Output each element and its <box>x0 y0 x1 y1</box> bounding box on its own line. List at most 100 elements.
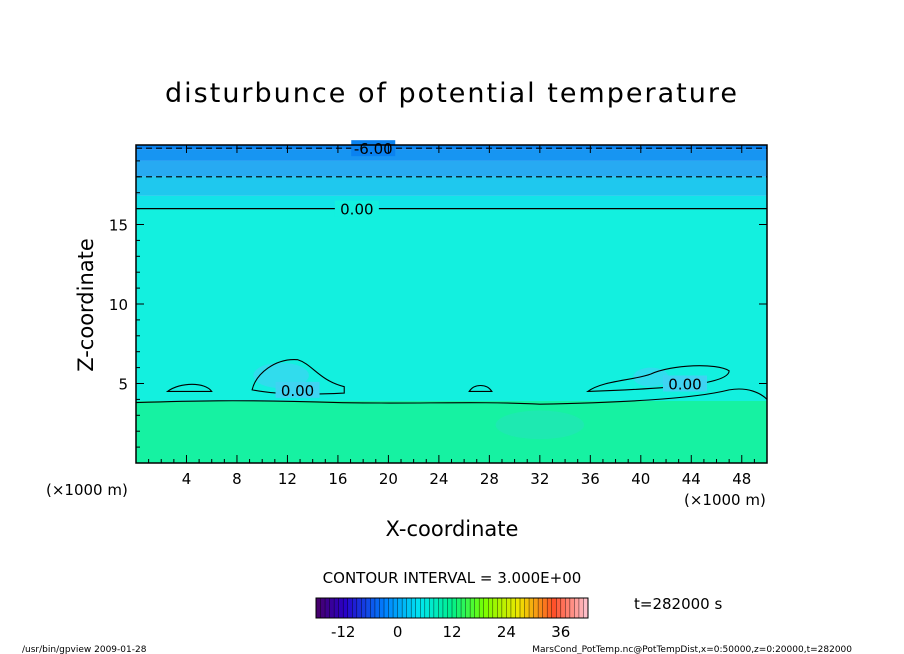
contour-label: 0.00 <box>281 382 314 400</box>
colorbar-cell <box>356 598 362 618</box>
axis-ticks <box>136 145 767 463</box>
colorbar-cell <box>429 598 435 618</box>
colorbar-cell <box>470 598 475 618</box>
colorbar-cell <box>583 598 589 618</box>
field-band <box>136 195 767 209</box>
field-band <box>136 160 767 177</box>
contour-line <box>165 383 213 392</box>
colorbar-cell <box>465 598 471 618</box>
x-tick-label: 20 <box>379 470 398 488</box>
x-tick-label: 12 <box>278 470 297 488</box>
colorbar-tick-label: 36 <box>551 623 570 641</box>
colorbar-cell <box>433 598 439 618</box>
colorbar-cell <box>501 598 507 618</box>
colorbar-cell <box>411 598 417 618</box>
colorbar-cell <box>442 598 448 618</box>
colorbar <box>316 598 589 618</box>
field-band <box>136 208 767 401</box>
x-tick-label: 40 <box>631 470 650 488</box>
colorbar-cell <box>497 598 503 618</box>
x-tick-label: 16 <box>328 470 347 488</box>
field-band <box>136 149 767 161</box>
colorbar-cell <box>329 598 335 618</box>
colorbar-cell <box>479 598 485 618</box>
y-tick-labels: 5 10 15 <box>109 217 128 394</box>
colorbar-ticks: -12 0 12 24 36 <box>331 623 570 641</box>
colorbar-cell <box>520 598 525 618</box>
contour-label: 0.00 <box>340 201 373 219</box>
colorbar-cell <box>384 598 389 618</box>
contour-label-bg <box>275 381 320 398</box>
colorbar-cell <box>474 598 480 618</box>
colorbar-cell <box>334 598 339 618</box>
colorbar-cell <box>492 598 498 618</box>
contour-label-bg <box>334 200 379 217</box>
x-tick-label: 36 <box>581 470 600 488</box>
colorbar-cell <box>542 598 548 618</box>
y-tick-label: 15 <box>109 217 128 235</box>
contour-label-bg <box>351 140 396 157</box>
colorbar-cell <box>320 598 326 618</box>
colorbar-cell <box>510 598 516 618</box>
colorbar-cell <box>456 598 462 618</box>
y-tick-label: 10 <box>109 296 128 314</box>
colorbar-tick-label: 12 <box>442 623 461 641</box>
colorbar-cell <box>393 598 398 618</box>
colorbar-cell <box>538 598 543 618</box>
colorbar-frame <box>315 597 589 619</box>
colorbar-cell <box>560 598 566 618</box>
contour-interval-label: CONTOUR INTERVAL = 3.000E+00 <box>323 569 582 587</box>
colorbar-cell <box>420 598 426 618</box>
colorbar-cell <box>388 598 394 618</box>
colorbar-cell <box>402 598 407 618</box>
colorbar-cell <box>379 598 385 618</box>
colorbar-cell <box>556 598 562 618</box>
colorbar-cell <box>529 598 534 618</box>
colorbar-cell <box>415 598 421 618</box>
colorbar-cell <box>406 598 412 618</box>
colorbar-cell <box>524 598 530 618</box>
field-band <box>136 176 767 196</box>
colorbar-cell <box>374 598 380 618</box>
contour-label-bg <box>662 375 707 392</box>
colorbar-cell <box>551 598 557 618</box>
plot-area <box>136 145 767 463</box>
colorbar-cell <box>515 598 521 618</box>
colorbar-cell <box>578 598 584 618</box>
colorbar-cell <box>461 598 466 618</box>
x-tick-label: 8 <box>232 470 242 488</box>
contour-label: -6.00 <box>354 140 393 158</box>
contour-line <box>135 388 768 405</box>
x-tick-label: 48 <box>732 470 751 488</box>
colorbar-cell <box>343 598 349 618</box>
contour-line <box>468 384 493 392</box>
cloud-patch <box>633 367 669 387</box>
field-band <box>136 145 767 150</box>
footer-left: /usr/bin/gpview 2009-01-28 <box>22 645 147 654</box>
colorbar-cell <box>370 598 376 618</box>
colorbar-cell <box>569 598 575 618</box>
contour-labels: -6.00 0.00 0.00 0.00 <box>275 140 707 400</box>
contour-label: 0.00 <box>668 376 701 394</box>
x-unit-label: (×1000 m) <box>46 481 128 499</box>
colorbar-tick-label: 0 <box>393 623 403 641</box>
colorbar-cell <box>565 598 571 618</box>
chart-title: disturbunce of potential temperature <box>165 78 739 109</box>
colorbar-cell <box>424 598 430 618</box>
x-tick-label: 44 <box>682 470 701 488</box>
footer-right: MarsCond_PotTemp.nc@PotTempDist,x=0:5000… <box>532 645 852 654</box>
colorbar-cell <box>438 598 444 618</box>
colorbar-cell <box>533 598 539 618</box>
colorbar-cell <box>397 598 403 618</box>
colorbar-cell <box>338 598 344 618</box>
colorbar-cell <box>361 598 367 618</box>
x-tick-label: 32 <box>530 470 549 488</box>
colorbar-cell <box>365 598 371 618</box>
cloud-patch <box>495 410 585 440</box>
colorbar-cell <box>352 598 358 618</box>
colorbar-cell <box>483 598 489 618</box>
time-label: t=282000 s <box>634 595 722 613</box>
colorbar-tick-label: -12 <box>331 623 356 641</box>
colorbar-cell <box>506 598 512 618</box>
